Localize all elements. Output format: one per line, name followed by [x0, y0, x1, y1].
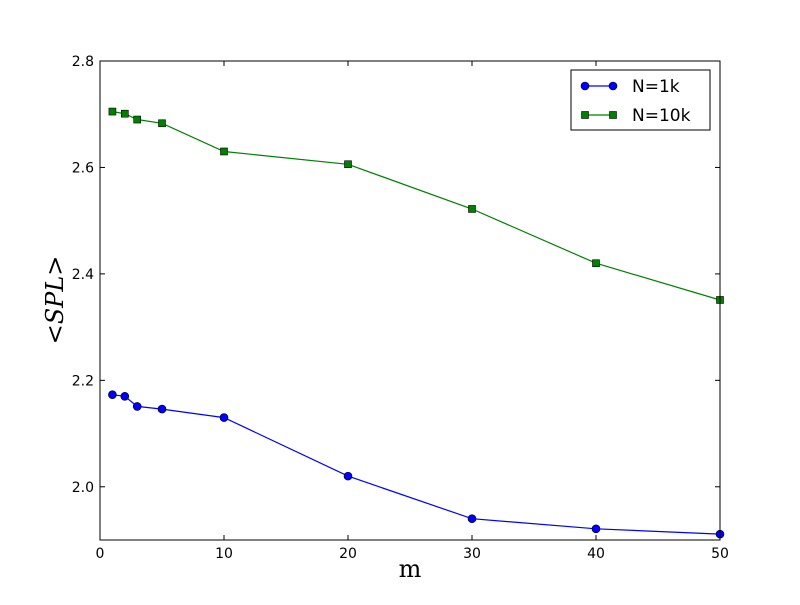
legend-marker-n1k — [580, 81, 590, 91]
legend-label-n10k: N=10k — [632, 106, 691, 126]
x-tick-label: 20 — [339, 546, 357, 562]
legend-marker-n10k — [581, 111, 589, 119]
x-tick-label: 40 — [587, 546, 605, 562]
data-point — [344, 160, 352, 169]
y-tick-label: 2.2 — [72, 373, 94, 389]
x-tick-label: 0 — [96, 546, 105, 562]
plot-frame — [99, 60, 721, 541]
x-tick-label: 10 — [215, 546, 233, 562]
legend-marker-n10k — [609, 111, 617, 119]
y-tick-label: 2.8 — [72, 54, 94, 70]
data-point — [220, 147, 228, 156]
data-point — [121, 109, 129, 118]
data-point — [468, 205, 476, 213]
data-point — [132, 402, 142, 411]
data-point — [343, 471, 353, 481]
y-tick-label: 2.0 — [72, 480, 94, 496]
y-axis-label: <SPL> — [41, 256, 69, 345]
data-point — [108, 107, 117, 116]
data-point — [108, 390, 117, 400]
ticks-layer: 0 10 20 30 40 50 2.0 2.2 2.4 2.6 2.8 — [72, 54, 729, 562]
plot-background — [100, 61, 720, 540]
data-point — [133, 115, 141, 124]
legend-marker-n1k — [608, 81, 618, 91]
data-point — [592, 259, 600, 268]
y-tick-label: 2.4 — [72, 267, 94, 283]
data-point — [467, 514, 477, 524]
legend-label-n1k: N=1k — [632, 77, 680, 97]
data-point — [158, 119, 166, 128]
data-point — [157, 404, 167, 414]
x-axis-label: m — [399, 555, 422, 583]
series-layer — [108, 107, 725, 539]
legend: N=1k N=10k — [570, 69, 711, 131]
legend-box — [570, 69, 711, 131]
x-tick-label: 50 — [711, 546, 729, 562]
data-point — [219, 413, 229, 422]
data-point — [120, 391, 130, 401]
data-point — [591, 524, 601, 534]
y-tick-label: 2.6 — [72, 160, 94, 176]
x-tick-label: 30 — [463, 546, 481, 562]
